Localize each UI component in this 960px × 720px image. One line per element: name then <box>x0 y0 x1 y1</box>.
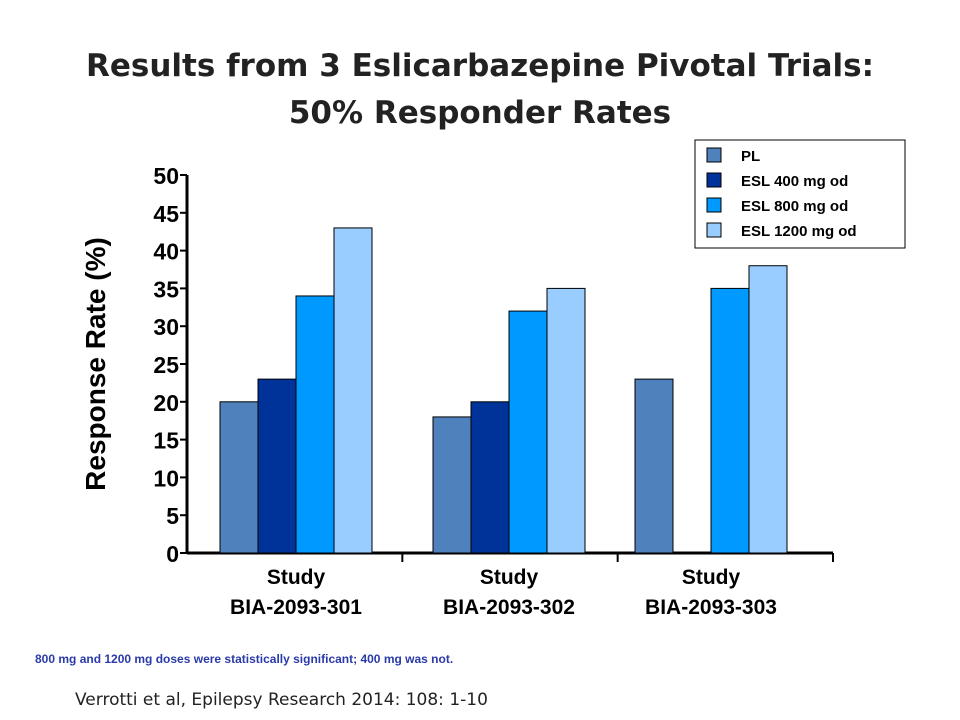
x-category-label: BIA-2093-303 <box>645 596 777 619</box>
y-tick-label: 35 <box>153 276 179 302</box>
legend-box <box>694 139 906 249</box>
bar <box>432 416 472 554</box>
x-category-label: BIA-2093-301 <box>230 596 362 619</box>
bar <box>546 287 586 554</box>
x-category-label: Study <box>682 566 741 589</box>
chart-legend: PL ESL 400 mg od ESL 800 mg od ESL 1200 mg … <box>694 139 906 249</box>
y-tick-label: 0 <box>166 541 179 567</box>
legend-swatch <box>706 197 722 213</box>
bar <box>748 265 788 554</box>
chart-title-line2: 50% Responder Rates <box>288 95 672 131</box>
chart-axes: 0 5 10 15 20 25 30 35 40 45 50 Response Rate (%) Stu… <box>80 163 834 619</box>
y-tick-label: 20 <box>153 390 179 416</box>
y-tick-label: 25 <box>153 352 179 378</box>
y-tick-label: 40 <box>153 239 179 265</box>
citation: Verrotti et al, Epilepsy Research 2014: … <box>75 690 488 710</box>
bar <box>257 378 297 554</box>
legend-swatch <box>706 147 722 163</box>
legend-label: ESL 1200 mg od <box>741 223 857 240</box>
y-tick-label: 5 <box>166 503 179 529</box>
legend-swatch <box>706 222 722 238</box>
x-category-label: Study <box>480 566 539 589</box>
bar <box>295 295 335 554</box>
bar <box>470 401 510 554</box>
y-tick-label: 30 <box>153 314 179 340</box>
bar <box>219 401 259 554</box>
bar <box>508 310 548 554</box>
legend-swatch <box>706 172 722 188</box>
bar <box>710 287 750 554</box>
y-tick-label: 10 <box>153 465 179 491</box>
x-category-label: BIA-2093-302 <box>443 596 575 619</box>
significance-footnote: 800 mg and 1200 mg doses were statistica… <box>35 652 454 666</box>
bar <box>333 227 373 554</box>
legend-label: ESL 800 mg od <box>741 198 848 215</box>
y-tick-label: 15 <box>153 428 179 454</box>
bar <box>634 378 674 554</box>
x-category-label: Study <box>267 566 326 589</box>
y-tick-label: 50 <box>153 163 179 189</box>
legend-label: PL <box>741 148 760 165</box>
chart-bars <box>219 227 788 554</box>
y-axis-label: Response Rate (%) <box>80 237 111 491</box>
legend-label: ESL 400 mg od <box>741 173 848 190</box>
y-tick-label: 45 <box>153 201 179 227</box>
chart-title-line1: Results from 3 Eslicarbazepine Pivotal T… <box>85 48 875 84</box>
